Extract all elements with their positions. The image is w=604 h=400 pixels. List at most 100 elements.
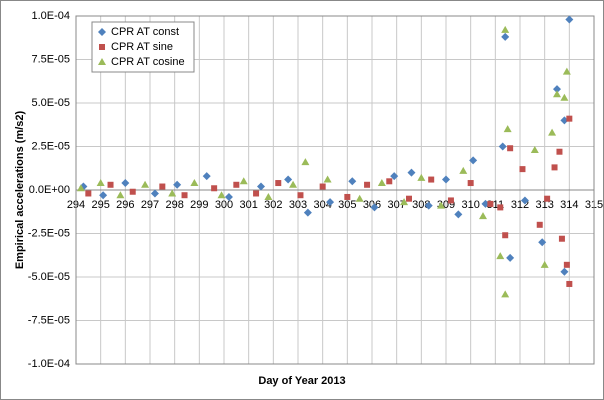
point [377, 179, 386, 187]
point [487, 200, 494, 207]
point [239, 177, 248, 185]
point [565, 15, 574, 24]
point [386, 178, 393, 185]
point [538, 238, 547, 247]
y-tick-label: 2.5E-05 [31, 140, 70, 152]
point [150, 189, 159, 198]
y-tick-label: 7.5E-05 [31, 53, 70, 65]
point [459, 166, 468, 174]
point [159, 183, 166, 190]
point [289, 180, 298, 188]
y-tick-label: 0.0E+00 [29, 184, 70, 196]
y-tick-label: -1.0E-04 [28, 358, 70, 370]
x-tick-label: 302 [264, 199, 282, 211]
y-tick-label: -2.5E-05 [28, 227, 70, 239]
x-tick-label: 310 [461, 199, 479, 211]
point [536, 221, 543, 228]
point [501, 290, 510, 298]
y-tick-label: -7.5E-05 [28, 314, 70, 326]
x-tick-label: 313 [535, 199, 553, 211]
point [348, 177, 357, 186]
point [496, 252, 505, 260]
point [355, 194, 364, 202]
point [116, 191, 125, 199]
point [467, 180, 474, 187]
point [506, 253, 515, 262]
x-tick-label: 308 [412, 199, 430, 211]
legend-label: CPR AT sine [111, 41, 173, 53]
y-tick-label: 5.0E-05 [31, 97, 70, 109]
point [497, 204, 504, 211]
x-tick-label: 306 [363, 199, 381, 211]
point [173, 180, 182, 189]
point [96, 179, 105, 187]
point [556, 148, 563, 155]
point [548, 128, 557, 136]
point [253, 190, 260, 197]
legend-marker [98, 58, 106, 65]
point [544, 195, 551, 202]
point [519, 166, 526, 173]
y-tick-label: 1.0E-04 [31, 10, 70, 22]
x-tick-label: 300 [215, 199, 233, 211]
point [211, 185, 218, 192]
point [400, 198, 409, 206]
x-tick-label: 305 [338, 199, 356, 211]
point [507, 145, 514, 152]
x-tick-label: 303 [289, 199, 307, 211]
point [233, 181, 240, 188]
point [323, 175, 332, 183]
point [303, 208, 312, 217]
point [424, 201, 433, 210]
point [502, 232, 509, 239]
point [257, 182, 265, 191]
point [364, 181, 371, 188]
point [297, 192, 304, 199]
y-axis-title: Empirical accelerations (m/s2) [14, 110, 26, 269]
point [442, 175, 450, 184]
point [141, 180, 150, 188]
point [121, 179, 130, 188]
legend-label: CPR AT cosine [111, 56, 185, 68]
point [202, 172, 211, 181]
point [319, 183, 326, 190]
point [370, 203, 379, 212]
legend-box [91, 21, 195, 73]
point [107, 181, 114, 188]
point [99, 191, 108, 200]
point [503, 125, 512, 133]
x-axis-title: Day of Year 2013 [258, 375, 345, 387]
point [284, 175, 293, 184]
y-tick-label: -5.0E-05 [28, 271, 70, 283]
point [275, 180, 282, 187]
point [326, 198, 335, 207]
point [85, 190, 92, 197]
x-tick-label: 295 [91, 199, 109, 211]
point [301, 158, 310, 166]
x-tick-label: 296 [116, 199, 134, 211]
legend-marker [98, 28, 106, 36]
point [217, 191, 226, 199]
point [428, 176, 435, 183]
point [344, 193, 351, 200]
point [437, 201, 446, 209]
x-tick-label: 314 [560, 199, 578, 211]
point [558, 235, 565, 242]
x-tick-label: 301 [239, 199, 257, 211]
point [447, 197, 454, 204]
point [407, 168, 416, 177]
point [406, 195, 412, 202]
x-tick-label: 299 [190, 199, 208, 211]
x-tick-label: 307 [387, 199, 405, 211]
point [553, 85, 561, 94]
point [520, 196, 529, 205]
point [501, 25, 510, 33]
point [501, 32, 510, 41]
point [540, 260, 549, 268]
point [190, 179, 199, 187]
point [560, 267, 569, 276]
legend-label: CPR AT const [111, 26, 179, 38]
point [390, 172, 399, 181]
point [76, 184, 85, 192]
